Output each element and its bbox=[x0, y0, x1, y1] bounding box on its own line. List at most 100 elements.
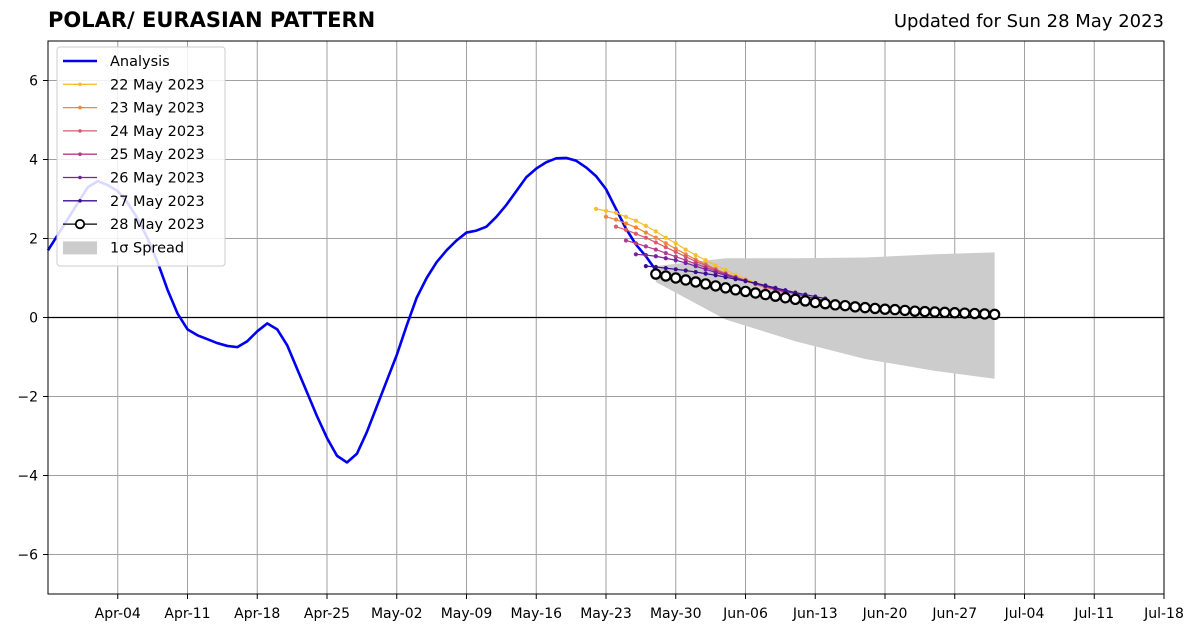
forecast-point bbox=[783, 288, 788, 293]
forecast-point bbox=[899, 304, 911, 317]
forecast-point bbox=[663, 266, 668, 271]
forecast-point bbox=[653, 247, 658, 252]
forecast-point bbox=[789, 293, 802, 306]
updated-date: Updated for Sun 28 May 2023 bbox=[893, 11, 1164, 32]
forecast-point bbox=[613, 210, 619, 215]
x-tick-label: Jun-13 bbox=[792, 606, 838, 622]
forecast-point bbox=[703, 271, 708, 276]
forecast-point bbox=[829, 299, 841, 311]
forecast-point bbox=[663, 256, 668, 261]
legend-label: 25 May 2023 bbox=[110, 147, 205, 163]
y-tick-label: 2 bbox=[29, 232, 38, 248]
forecast-point bbox=[773, 285, 778, 290]
x-tick-label: Apr-04 bbox=[95, 606, 141, 622]
y-tick-label: −4 bbox=[17, 469, 38, 485]
forecast-point bbox=[713, 263, 718, 268]
forecast-point bbox=[683, 268, 688, 273]
forecast-point bbox=[613, 217, 619, 222]
forecast-point bbox=[633, 231, 638, 236]
forecast-point bbox=[683, 260, 688, 266]
legend: Analysis 22 May 2023 23 May 2023 24 May 202… bbox=[56, 46, 226, 267]
forecast-point bbox=[633, 218, 638, 223]
forecast-point bbox=[673, 249, 678, 255]
forecast-point bbox=[769, 290, 782, 302]
forecast-point bbox=[643, 244, 648, 249]
forecast-point bbox=[809, 296, 821, 309]
forecast-point bbox=[849, 301, 861, 313]
legend-label: 22 May 2023 bbox=[110, 77, 205, 93]
forecast-point bbox=[703, 267, 708, 272]
forecast-point bbox=[593, 206, 599, 211]
legend-marker bbox=[78, 199, 82, 203]
forecast-point bbox=[879, 303, 891, 315]
forecast-point bbox=[703, 258, 708, 263]
forecast-point bbox=[889, 303, 901, 316]
forecast-point bbox=[650, 268, 662, 280]
forecast-point bbox=[709, 280, 722, 292]
forecast-point bbox=[869, 302, 881, 315]
chart-title: POLAR/ EURASIAN PATTERN bbox=[48, 8, 376, 32]
legend-label: 23 May 2023 bbox=[110, 101, 205, 117]
forecast-point bbox=[978, 308, 991, 320]
legend-label: 28 May 2023 bbox=[110, 217, 205, 233]
forecast-point bbox=[673, 267, 678, 272]
spread-band bbox=[655, 252, 995, 379]
legend-label: Analysis bbox=[110, 54, 170, 70]
forecast-point bbox=[623, 214, 629, 219]
forecast-point bbox=[673, 254, 678, 259]
spread-band-group bbox=[655, 252, 995, 379]
forecast-point bbox=[670, 272, 682, 284]
y-tick-label: 6 bbox=[29, 74, 38, 90]
x-tick-label: Jun-20 bbox=[862, 606, 908, 622]
forecast-point bbox=[939, 306, 951, 319]
forecast-point bbox=[693, 269, 698, 275]
axes: Apr-04 Apr-11 Apr-18 Apr-25 May-02 May-09 May-… bbox=[17, 74, 1184, 623]
forecast-point bbox=[633, 225, 638, 230]
x-tick-label: Jul-18 bbox=[1143, 606, 1184, 622]
forecast-point bbox=[663, 241, 668, 246]
forecast-point bbox=[699, 278, 712, 290]
forecast-point bbox=[643, 235, 648, 240]
forecast-point bbox=[633, 252, 638, 257]
forecast-point bbox=[949, 307, 961, 319]
legend-box bbox=[56, 46, 226, 267]
x-tick-label: May-02 bbox=[371, 606, 423, 622]
forecast-point bbox=[819, 297, 831, 310]
forecast-point bbox=[660, 270, 672, 282]
forecast-point bbox=[779, 292, 792, 304]
legend-marker bbox=[78, 105, 82, 110]
forecast-point bbox=[749, 287, 762, 299]
legend-marker bbox=[78, 152, 82, 156]
legend-marker bbox=[78, 129, 82, 133]
legend-marker bbox=[78, 82, 82, 87]
x-tick-label: Jun-06 bbox=[722, 606, 768, 622]
x-tick-label: Apr-25 bbox=[304, 606, 350, 622]
x-tick-label: May-09 bbox=[441, 606, 493, 622]
forecast-point bbox=[663, 245, 668, 250]
forecast-point bbox=[643, 252, 648, 258]
forecast-point bbox=[673, 241, 678, 246]
x-tick-label: Jul-04 bbox=[1004, 606, 1045, 622]
x-tick-label: May-30 bbox=[650, 606, 702, 622]
forecast-point bbox=[759, 288, 772, 301]
forecast-point bbox=[839, 299, 851, 312]
forecast-point bbox=[733, 277, 738, 282]
forecast-point bbox=[623, 221, 629, 226]
forecast-point bbox=[799, 295, 811, 307]
legend-marker bbox=[74, 219, 86, 230]
forecast-point bbox=[693, 252, 698, 258]
forecast-point bbox=[623, 227, 629, 232]
forecast-point bbox=[653, 235, 658, 240]
x-tick-label: Apr-11 bbox=[164, 606, 210, 622]
forecast-point bbox=[653, 254, 658, 259]
forecast-point bbox=[663, 235, 668, 240]
forecast-point bbox=[929, 306, 941, 318]
forecast-point bbox=[719, 282, 732, 294]
forecast-point bbox=[653, 229, 658, 234]
forecast-point bbox=[653, 240, 658, 245]
forecast-point bbox=[643, 264, 648, 269]
legend-label: 24 May 2023 bbox=[110, 124, 205, 140]
forecast-point bbox=[909, 305, 921, 317]
y-tick-label: 0 bbox=[29, 311, 38, 327]
